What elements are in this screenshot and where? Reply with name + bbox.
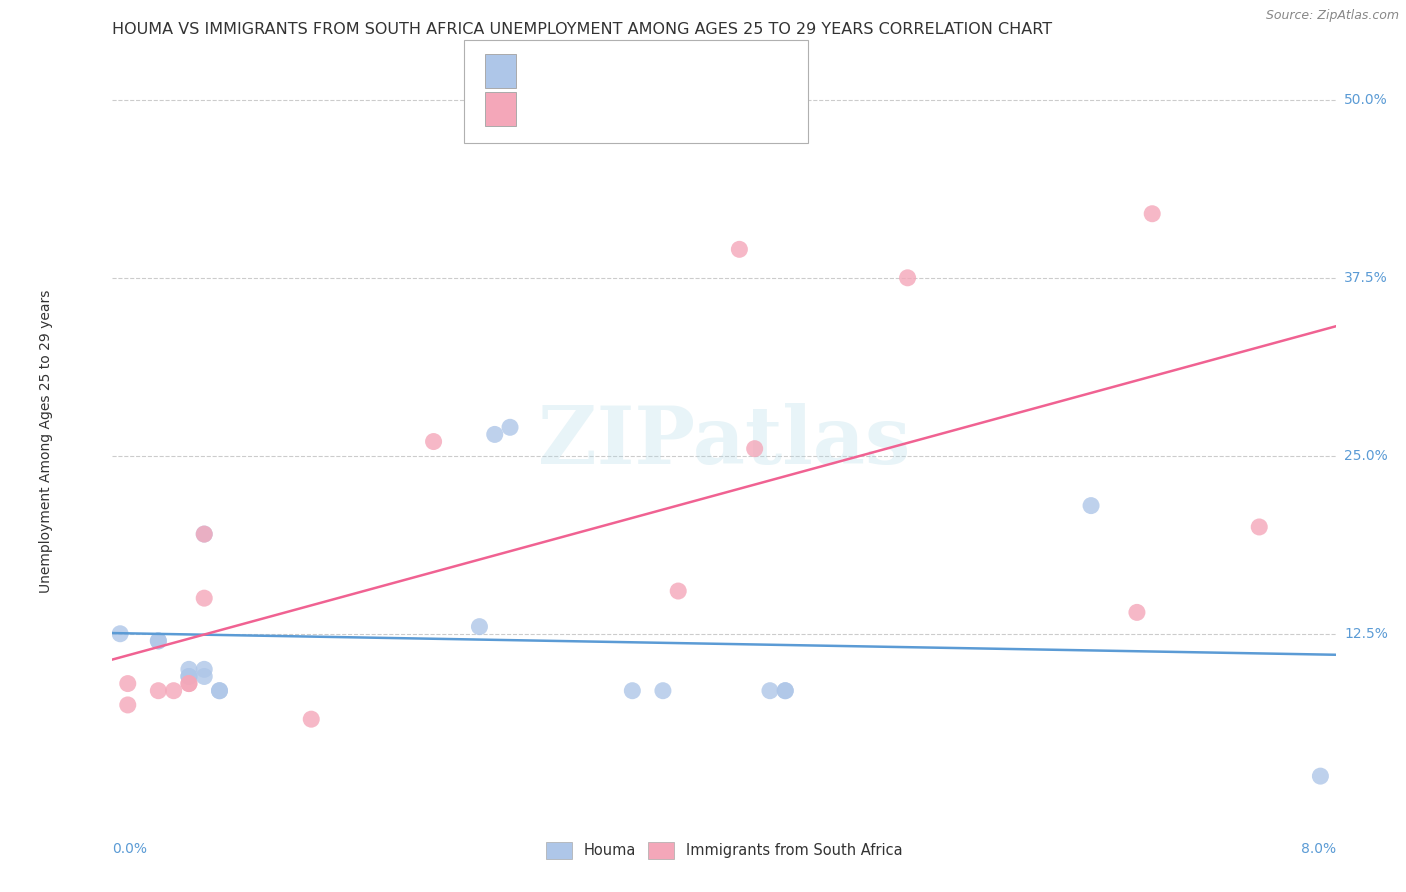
Point [193, 527, 215, 541]
Point [484, 427, 506, 442]
Point [1080, 499, 1102, 513]
Text: 12.5%: 12.5% [1344, 627, 1388, 640]
Point [193, 591, 215, 606]
Point [208, 683, 231, 698]
Point [652, 683, 675, 698]
Text: N = 21: N = 21 [718, 62, 780, 80]
Text: Source: ZipAtlas.com: Source: ZipAtlas.com [1265, 9, 1399, 22]
Point [177, 676, 200, 690]
Point [148, 683, 170, 698]
Text: 8.0%: 8.0% [1301, 842, 1336, 856]
Point [897, 270, 920, 285]
Point [117, 676, 139, 690]
Text: 25.0%: 25.0% [1344, 449, 1388, 463]
Text: 0.0%: 0.0% [112, 842, 148, 856]
Point [299, 712, 322, 726]
Point [163, 683, 186, 698]
Point [499, 420, 522, 434]
Text: ZIPatlas: ZIPatlas [538, 402, 910, 481]
Point [177, 676, 200, 690]
Legend: Houma, Immigrants from South Africa: Houma, Immigrants from South Africa [540, 836, 908, 865]
Point [1249, 520, 1271, 534]
Point [148, 633, 170, 648]
Point [193, 669, 215, 683]
Text: R =  0.506: R = 0.506 [530, 100, 619, 118]
Text: Unemployment Among Ages 25 to 29 years: Unemployment Among Ages 25 to 29 years [39, 290, 53, 593]
Point [773, 683, 796, 698]
Point [117, 698, 139, 712]
Text: 37.5%: 37.5% [1344, 271, 1388, 285]
Point [193, 527, 215, 541]
Point [1126, 606, 1149, 620]
Point [108, 626, 131, 640]
Point [422, 434, 444, 449]
Point [177, 669, 200, 683]
Text: R = -0.064: R = -0.064 [530, 62, 619, 80]
Point [208, 683, 231, 698]
Point [666, 584, 689, 599]
Text: N = 17: N = 17 [718, 100, 780, 118]
Point [773, 683, 796, 698]
Point [744, 442, 766, 456]
Point [148, 633, 170, 648]
Point [193, 662, 215, 676]
Point [1309, 769, 1331, 783]
Point [759, 683, 782, 698]
Point [177, 669, 200, 683]
Point [621, 683, 644, 698]
Point [468, 619, 491, 633]
Text: 50.0%: 50.0% [1344, 93, 1388, 107]
Text: HOUMA VS IMMIGRANTS FROM SOUTH AFRICA UNEMPLOYMENT AMONG AGES 25 TO 29 YEARS COR: HOUMA VS IMMIGRANTS FROM SOUTH AFRICA UN… [112, 22, 1053, 37]
Point [177, 662, 200, 676]
Point [728, 243, 751, 257]
Point [1142, 207, 1164, 221]
